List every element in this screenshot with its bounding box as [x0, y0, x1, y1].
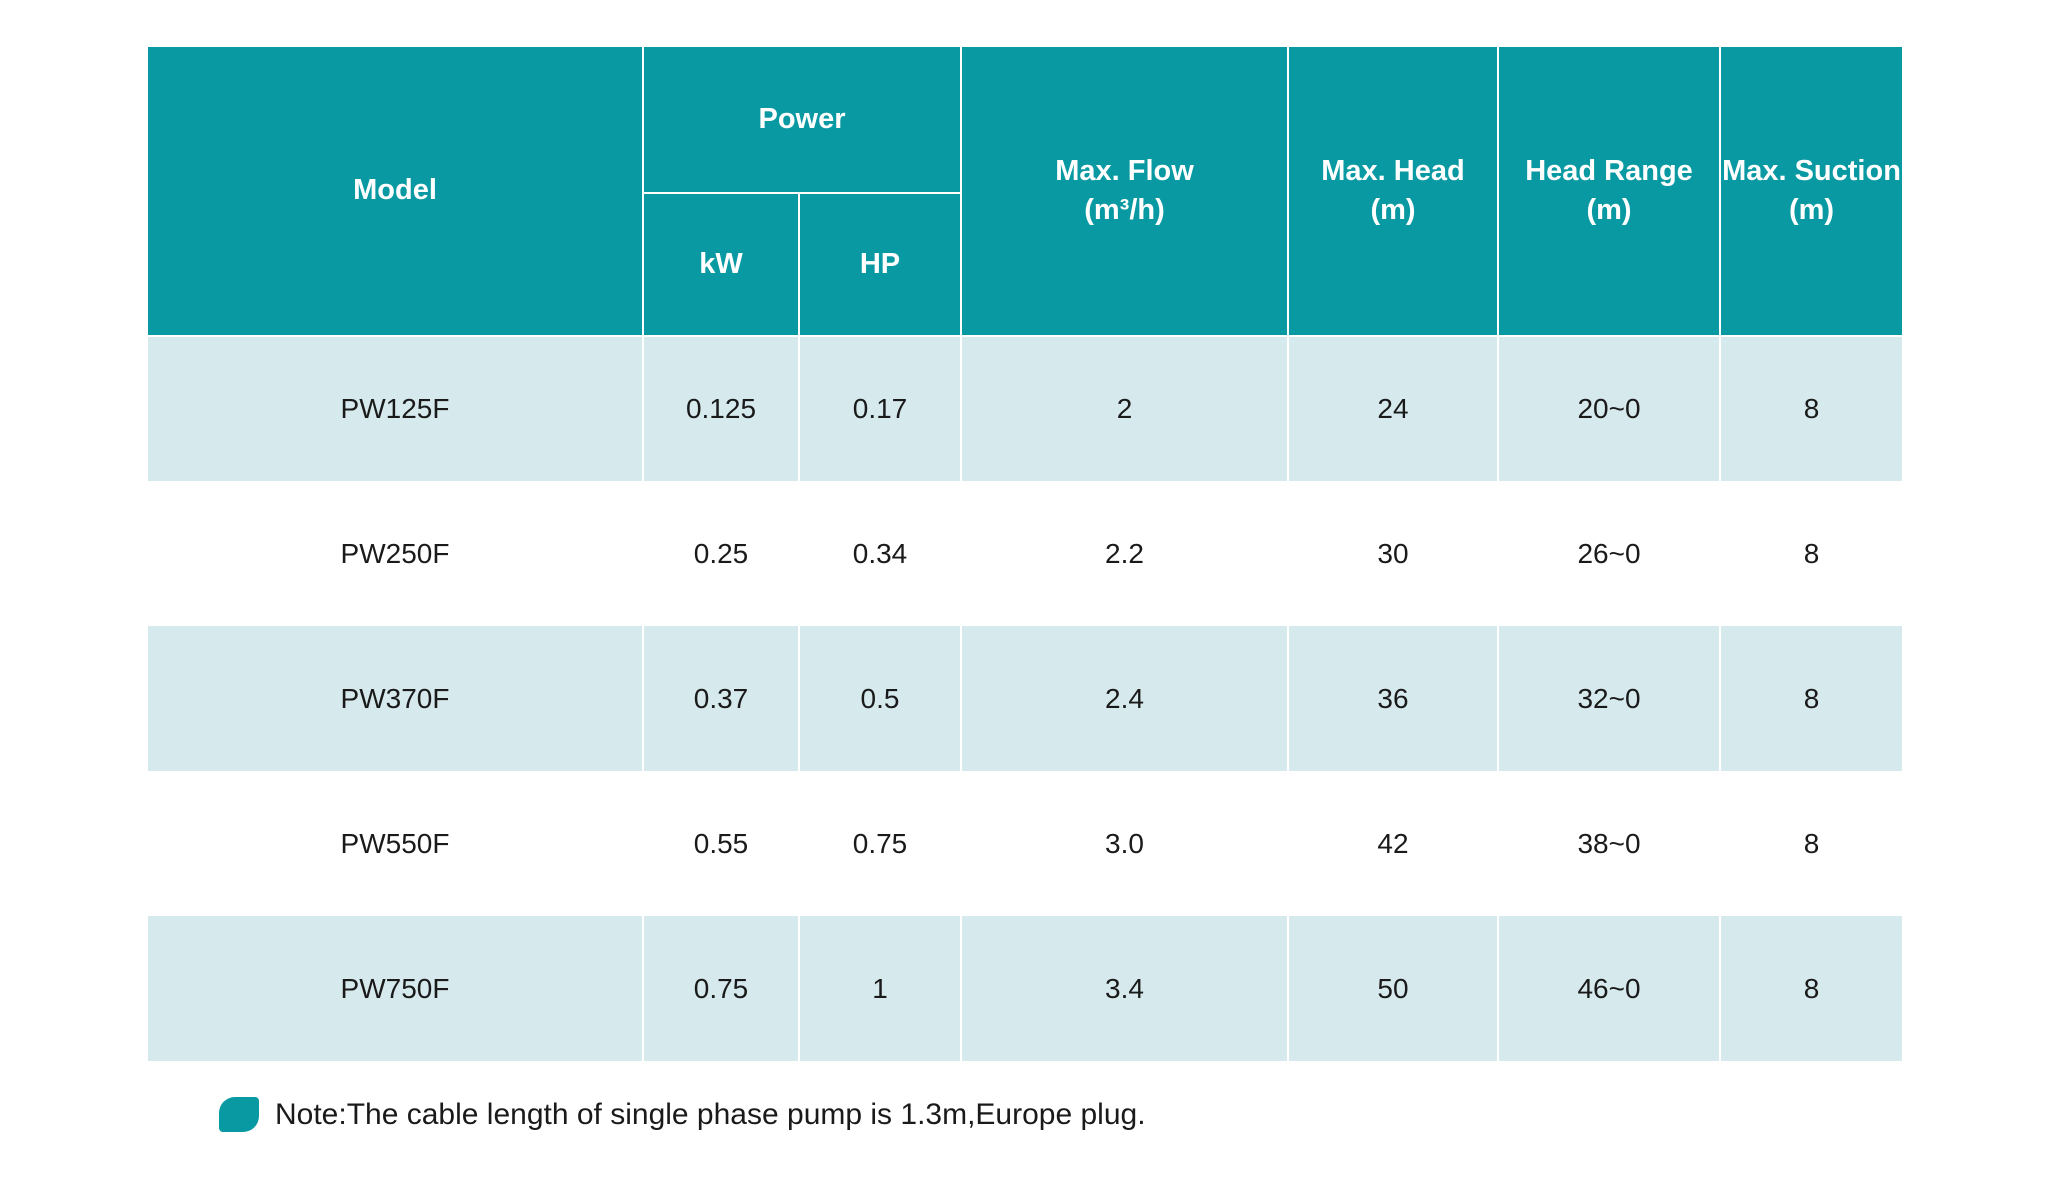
leaf-badge-icon — [219, 1097, 259, 1132]
cell-max-head: 30 — [1287, 481, 1499, 626]
cell-max-flow: 2.2 — [960, 481, 1289, 626]
col-header-max-flow: Max. Flow (m³/h) — [960, 45, 1289, 337]
cell-max-suction: 8 — [1719, 481, 1904, 626]
cell-kw: 0.75 — [642, 916, 800, 1061]
cell-model: PW370F — [146, 626, 644, 771]
table-row: PW370F 0.37 0.5 2.4 36 32~0 8 — [146, 626, 1904, 771]
cell-max-head: 36 — [1287, 626, 1499, 771]
table-row: PW550F 0.55 0.75 3.0 42 38~0 8 — [146, 771, 1904, 916]
cell-max-head: 50 — [1287, 916, 1499, 1061]
table-row: PW750F 0.75 1 3.4 50 46~0 8 — [146, 916, 1904, 1061]
cell-max-head: 24 — [1287, 336, 1499, 481]
col-header-hp: HP — [798, 192, 962, 337]
col-header-head-range: Head Range (m) — [1497, 45, 1721, 337]
note-line: Note:The cable length of single phase pu… — [219, 1097, 1146, 1132]
cell-hp: 0.75 — [798, 771, 962, 916]
cell-max-suction: 8 — [1719, 771, 1904, 916]
cell-kw: 0.37 — [642, 626, 800, 771]
table-body: PW125F 0.125 0.17 2 24 20~0 8 PW250F 0.2… — [146, 336, 1904, 1061]
cell-max-flow: 3.0 — [960, 771, 1289, 916]
cell-max-suction: 8 — [1719, 916, 1904, 1061]
table-row: PW125F 0.125 0.17 2 24 20~0 8 — [146, 336, 1904, 481]
cell-head-range: 38~0 — [1497, 771, 1721, 916]
cell-max-suction: 8 — [1719, 336, 1904, 481]
cell-kw: 0.125 — [642, 336, 800, 481]
spec-table: Model Power Max. Flow (m³/h) Max. Head (… — [146, 45, 1904, 1061]
table-row: PW250F 0.25 0.34 2.2 30 26~0 8 — [146, 481, 1904, 626]
table-header: Model Power Max. Flow (m³/h) Max. Head (… — [146, 45, 1904, 337]
col-header-kw: kW — [642, 192, 800, 337]
cell-hp: 0.5 — [798, 626, 962, 771]
cell-model: PW125F — [146, 336, 644, 481]
cell-max-head: 42 — [1287, 771, 1499, 916]
spec-table-container: Model Power Max. Flow (m³/h) Max. Head (… — [146, 45, 1904, 1061]
cell-kw: 0.25 — [642, 481, 800, 626]
cell-model: PW250F — [146, 481, 644, 626]
cell-kw: 0.55 — [642, 771, 800, 916]
cell-head-range: 20~0 — [1497, 336, 1721, 481]
cell-hp: 1 — [798, 916, 962, 1061]
cell-head-range: 32~0 — [1497, 626, 1721, 771]
cell-hp: 0.34 — [798, 481, 962, 626]
cell-hp: 0.17 — [798, 336, 962, 481]
cell-max-suction: 8 — [1719, 626, 1904, 771]
col-header-power: Power — [642, 45, 962, 194]
cell-max-flow: 2 — [960, 336, 1289, 481]
cell-max-flow: 2.4 — [960, 626, 1289, 771]
cell-head-range: 46~0 — [1497, 916, 1721, 1061]
col-header-model: Model — [146, 45, 644, 337]
col-header-max-suction: Max. Suction (m) — [1719, 45, 1904, 337]
cell-model: PW550F — [146, 771, 644, 916]
cell-model: PW750F — [146, 916, 644, 1061]
cell-head-range: 26~0 — [1497, 481, 1721, 626]
col-header-max-head: Max. Head (m) — [1287, 45, 1499, 337]
cell-max-flow: 3.4 — [960, 916, 1289, 1061]
note-text: Note:The cable length of single phase pu… — [275, 1097, 1146, 1131]
